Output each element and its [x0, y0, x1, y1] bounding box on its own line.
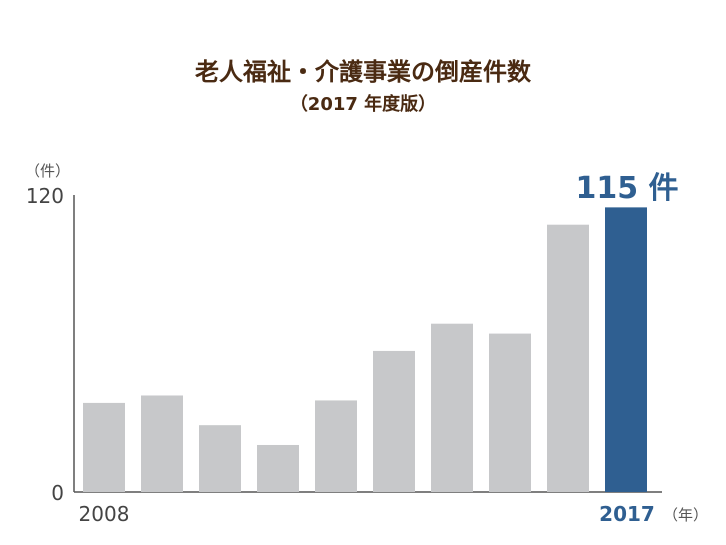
bar-2009 — [141, 395, 183, 492]
bar-2014 — [431, 323, 473, 492]
bar-2008 — [83, 402, 125, 492]
y-unit-label: （件） — [25, 162, 70, 180]
bar-2017 — [605, 207, 647, 492]
bar-2012 — [315, 400, 357, 492]
bar-2013 — [373, 350, 415, 492]
chart-subtitle: （2017 年度版） — [290, 93, 436, 115]
bar-2010 — [199, 425, 241, 492]
bar-2011 — [257, 444, 299, 492]
highlight-value-label: 115 件 — [575, 171, 678, 206]
x-unit-label: （年） — [663, 506, 708, 524]
x-tick-label-last: 2017 — [599, 502, 655, 526]
bars-group — [83, 207, 647, 492]
x-tick-label-first: 2008 — [79, 502, 130, 526]
bar-2015 — [489, 333, 531, 492]
y-tick-label-min: 0 — [51, 481, 64, 505]
chart-title: 老人福祉・介護事業の倒産件数 — [195, 58, 532, 86]
bar-2016 — [547, 224, 589, 492]
y-tick-label-max: 120 — [26, 184, 64, 208]
